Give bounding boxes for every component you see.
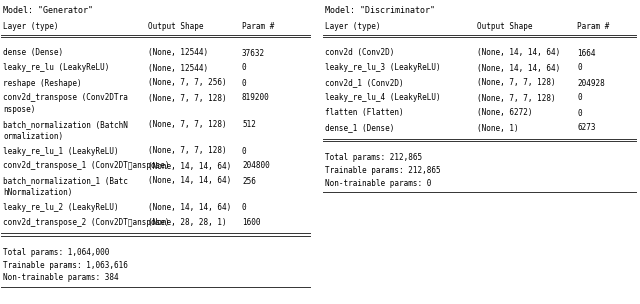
Text: ormalization): ormalization) [3,132,63,140]
Text: (None, 28, 28, 1): (None, 28, 28, 1) [148,218,227,227]
Text: Model: "Generator": Model: "Generator" [3,6,93,15]
Text: leaky_re_lu_4 (LeakyReLU): leaky_re_lu_4 (LeakyReLU) [325,94,440,102]
Text: Model: "Discriminator": Model: "Discriminator" [325,6,435,15]
Text: 1664: 1664 [577,49,595,57]
Text: (None, 14, 14, 64): (None, 14, 14, 64) [148,203,231,212]
Text: Total params: 1,064,000: Total params: 1,064,000 [3,248,109,257]
Text: (None, 14, 14, 64): (None, 14, 14, 64) [477,64,560,72]
Text: 512: 512 [242,120,256,129]
Text: 0: 0 [242,64,246,72]
Text: 0: 0 [242,78,246,88]
Text: 0: 0 [577,109,582,118]
Text: (None, 7, 7, 128): (None, 7, 7, 128) [148,94,227,102]
Text: conv2d_transpose (Conv2DTra: conv2d_transpose (Conv2DTra [3,94,128,102]
Text: Trainable params: 1,063,616: Trainable params: 1,063,616 [3,261,128,270]
Text: 819200: 819200 [242,94,269,102]
Text: 0: 0 [577,64,582,72]
Text: 0: 0 [577,94,582,102]
Text: (None, 7, 7, 128): (None, 7, 7, 128) [148,147,227,156]
Text: 37632: 37632 [242,49,265,57]
Text: (None, 14, 14, 64): (None, 14, 14, 64) [148,161,231,171]
Text: batch_normalization (BatchN: batch_normalization (BatchN [3,120,128,129]
Text: 1600: 1600 [242,218,260,227]
Text: conv2d (Conv2D): conv2d (Conv2D) [325,49,394,57]
Text: conv2d_1 (Conv2D): conv2d_1 (Conv2D) [325,78,404,88]
Text: leaky_re_lu_2 (LeakyReLU): leaky_re_lu_2 (LeakyReLU) [3,203,118,212]
Text: Layer (type): Layer (type) [325,22,381,31]
Text: leaky_re_lu_3 (LeakyReLU): leaky_re_lu_3 (LeakyReLU) [325,64,440,72]
Text: Output Shape: Output Shape [477,22,532,31]
Text: nspose): nspose) [3,105,35,114]
Text: (None, 12544): (None, 12544) [148,49,208,57]
Text: Non-trainable params: 0: Non-trainable params: 0 [325,178,431,188]
Text: batch_normalization_1 (Batc: batch_normalization_1 (Batc [3,177,128,185]
Text: leaky_re_lu (LeakyReLU): leaky_re_lu (LeakyReLU) [3,64,109,72]
Text: reshape (Reshape): reshape (Reshape) [3,78,82,88]
Text: (None, 12544): (None, 12544) [148,64,208,72]
Text: (None, 14, 14, 64): (None, 14, 14, 64) [148,177,231,185]
Text: dense_1 (Dense): dense_1 (Dense) [325,123,394,133]
Text: 204800: 204800 [242,161,269,171]
Text: Layer (type): Layer (type) [3,22,58,31]
Text: dense (Dense): dense (Dense) [3,49,63,57]
Text: Param #: Param # [242,22,275,31]
Text: leaky_re_lu_1 (LeakyReLU): leaky_re_lu_1 (LeakyReLU) [3,147,118,156]
Text: flatten (Flatten): flatten (Flatten) [325,109,404,118]
Text: Param #: Param # [577,22,609,31]
Text: Non-trainable params: 384: Non-trainable params: 384 [3,273,118,282]
Text: Total params: 212,865: Total params: 212,865 [325,154,422,163]
Text: 0: 0 [242,147,246,156]
Text: (None, 6272): (None, 6272) [477,109,532,118]
Text: conv2d_transpose_1 (Conv2DTanspose): conv2d_transpose_1 (Conv2DT anspose) [3,161,170,171]
Text: 256: 256 [242,177,256,185]
Text: (None, 7, 7, 256): (None, 7, 7, 256) [148,78,227,88]
Text: hNormalization): hNormalization) [3,188,72,197]
Text: (None, 1): (None, 1) [477,123,518,133]
Text: 6273: 6273 [577,123,595,133]
Text: (None, 7, 7, 128): (None, 7, 7, 128) [477,78,556,88]
Text: (None, 7, 7, 128): (None, 7, 7, 128) [148,120,227,129]
Text: (None, 14, 14, 64): (None, 14, 14, 64) [477,49,560,57]
Text: (None, 7, 7, 128): (None, 7, 7, 128) [477,94,556,102]
Text: Trainable params: 212,865: Trainable params: 212,865 [325,166,440,175]
Text: 0: 0 [242,203,246,212]
Text: Output Shape: Output Shape [148,22,204,31]
Text: 204928: 204928 [577,78,605,88]
Text: conv2d_transpose_2 (Conv2DTanspose): conv2d_transpose_2 (Conv2DT anspose) [3,218,170,227]
